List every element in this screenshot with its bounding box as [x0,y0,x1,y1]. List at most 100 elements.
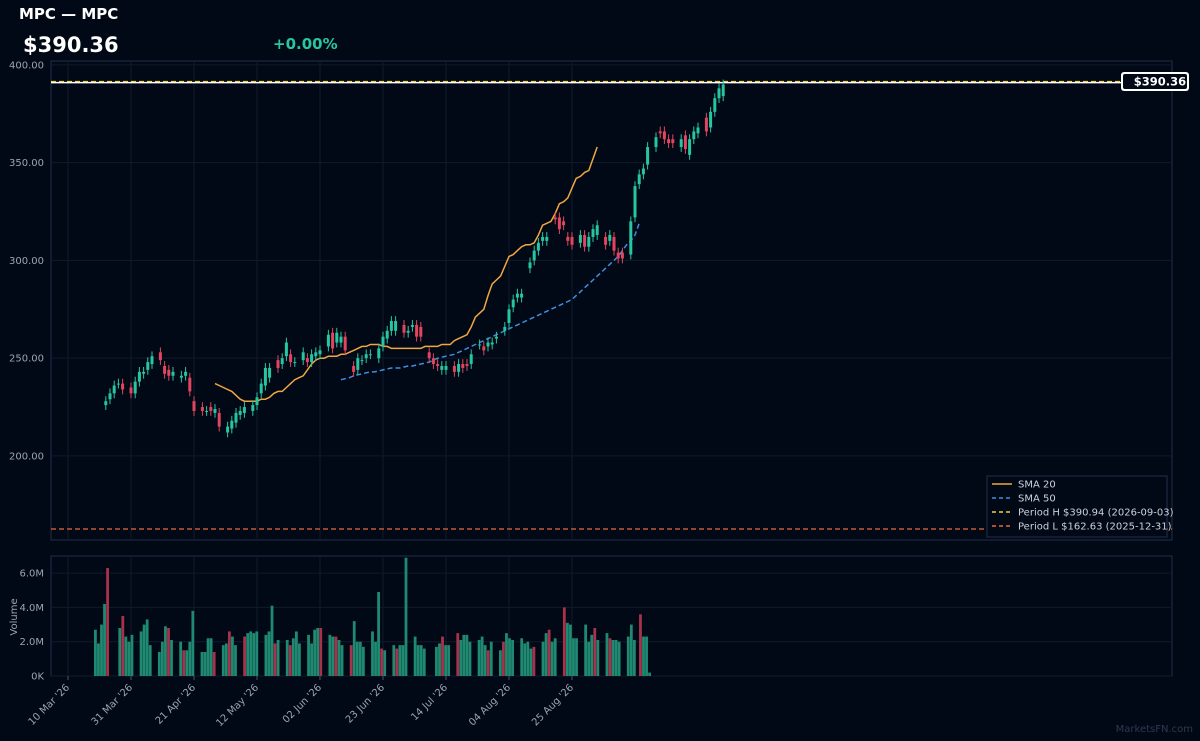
volume-bar [349,645,353,676]
volume-bar [148,645,152,676]
chart-title: MPC — MPC [19,5,119,23]
volume-bar [532,646,536,676]
candle-body [230,420,234,429]
volume-bar [419,645,423,676]
volume-bar [553,638,557,676]
candle-body [116,383,120,385]
legend-label-period-low: Period L $162.63 (2025-12-31) [1018,522,1172,533]
candle-body [234,412,238,423]
volume-bar [97,643,100,676]
volume-bar [139,631,143,676]
candle-body [461,364,465,368]
volume-bar [145,619,149,676]
legend: SMA 20 SMA 50 Period H $390.94 (2026-09-… [986,475,1174,538]
volume-bar [337,640,341,676]
volume-bar [276,640,280,676]
candle-body [616,252,620,259]
candle-body [662,131,666,140]
volume-panel[interactable]: 0K 2.0M 4.0M 6.0M Volume [9,555,1173,683]
price-tick-label: 300.00 [9,256,44,267]
volume-bar [569,624,572,676]
candle-body [553,217,557,220]
volume-bar [294,631,298,676]
candle-body [402,324,406,333]
volume-bar [249,631,253,676]
volume-bar [541,641,545,676]
volume-bar [520,638,524,676]
candle-body [385,330,389,339]
candle-body [137,371,141,382]
volume-bar [170,640,173,676]
volume-bar [130,634,134,676]
candle-body [326,334,330,347]
volume-bar [480,636,484,676]
candle-body [163,365,167,374]
candle-body [494,336,498,339]
candle-body [158,352,162,361]
volume-bar [468,641,472,676]
candle-body [709,111,713,128]
volume-bar [361,646,365,676]
volume-bar [100,624,103,676]
volume-bar [273,643,277,676]
volume-bar [182,650,186,676]
volume-bar [209,638,213,676]
candle-body [541,236,545,241]
sma-lines [214,146,640,402]
candle-body [301,352,305,361]
volume-bar [243,636,247,676]
candle-body [167,369,171,376]
volume-bar [584,624,588,676]
candle-body [515,293,519,298]
candle-body [503,326,507,331]
candle-body [595,225,599,236]
volume-bar [355,641,359,676]
volume-bar [416,645,420,676]
candle-body [293,362,297,364]
candle-body [507,309,511,323]
volume-bar [565,622,569,676]
volume-bar [523,643,527,676]
x-tick-label: 23 Jun '26 [344,682,387,725]
candle-body [612,236,616,251]
volume-bar [340,645,344,676]
candle-body [389,321,393,331]
candle-body [200,407,204,411]
candle-body [276,360,280,368]
price-panel[interactable]: 200.00 250.00 300.00 350.00 400.00 $390.36 S… [9,60,1189,541]
candle-body [427,352,431,359]
candle-body [150,356,154,365]
candle-body [205,410,209,412]
candle-body [251,405,255,411]
candle-body [121,383,125,390]
candle-body [171,371,175,376]
volume-tick-label: 4.0M [19,603,44,614]
volume-bar [605,633,609,676]
volume-bar [224,643,228,676]
volume-bar [371,631,374,676]
last-price-label-inner [1123,74,1187,89]
volume-bar [298,643,301,676]
candle-body [696,127,700,134]
sma50-line [340,223,640,381]
candle-body [226,426,230,433]
volume-bar [121,616,125,676]
candle-body [112,385,116,394]
volume-bar [203,652,207,676]
x-tick-label: 21 Apr '26 [154,682,198,726]
price-panel-frame [50,60,1173,541]
price-grid [51,61,1172,540]
candle-body [217,412,221,427]
volume-bar [164,626,167,676]
volume-y-axis: 0K 2.0M 4.0M 6.0M [19,569,44,683]
candle-body [436,364,440,366]
volume-bar [587,641,591,676]
candle-body [381,336,385,347]
volume-bar [465,634,469,676]
volume-tick-label: 2.0M [19,637,44,648]
volume-bar [200,652,204,676]
candle-body [486,342,490,347]
volume-bar [291,638,295,676]
candle-body [108,393,112,400]
